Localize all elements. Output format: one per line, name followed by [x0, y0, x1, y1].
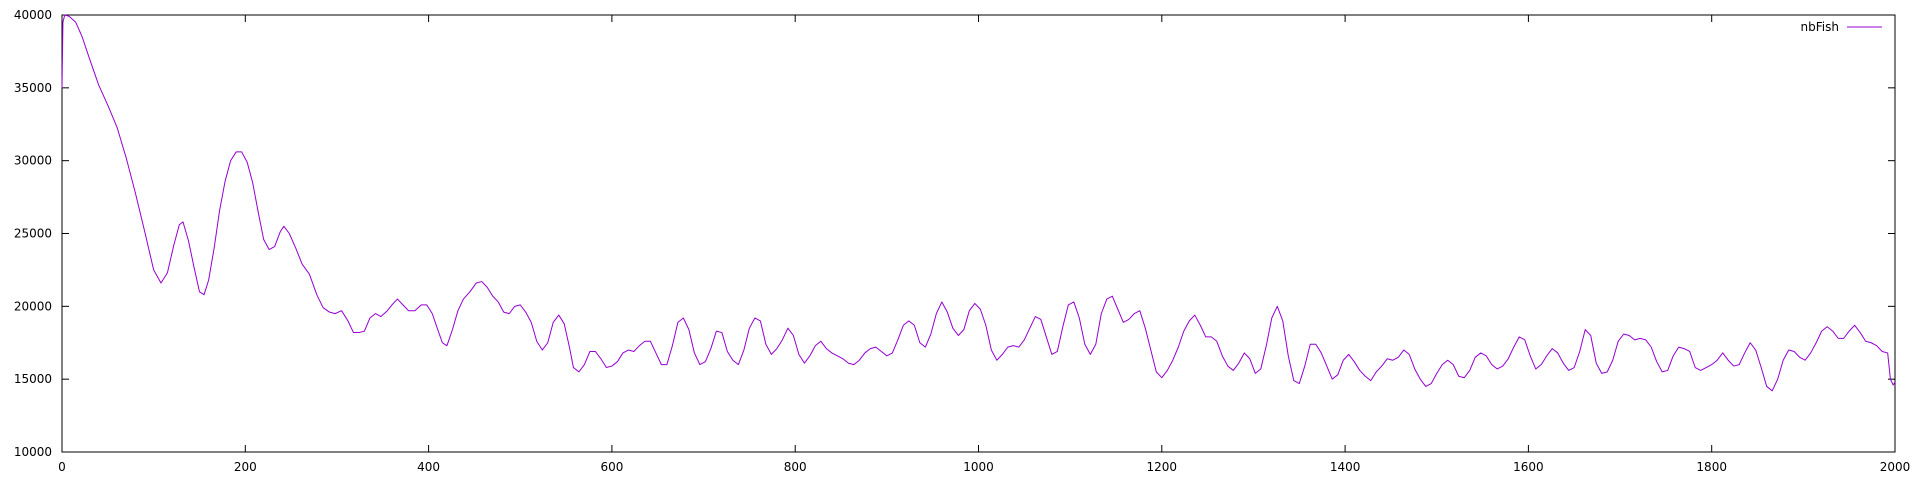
x-tick-label: 600 — [600, 460, 623, 474]
y-tick-label: 35000 — [14, 81, 52, 95]
x-tick-label: 400 — [417, 460, 440, 474]
x-tick-label: 200 — [234, 460, 257, 474]
legend-label-nbfish: nbFish — [1801, 20, 1839, 34]
y-tick-label: 40000 — [14, 8, 52, 22]
y-tick-label: 10000 — [14, 445, 52, 459]
x-tick-label: 2000 — [1880, 460, 1911, 474]
y-tick-label: 30000 — [14, 154, 52, 168]
y-tick-label: 20000 — [14, 299, 52, 313]
x-tick-label: 800 — [784, 460, 807, 474]
x-tick-label: 1600 — [1513, 460, 1544, 474]
x-axis-ticks: 0 200 400 600 800 1000 1200 1400 1600 1800 2000 — [58, 15, 1910, 474]
legend: nbFish — [1801, 20, 1882, 34]
y-axis-ticks: 10000 15000 20000 25000 30000 35000 40000 — [14, 8, 1895, 459]
series-line-nbfish — [61, 14, 1896, 392]
x-tick-label: 1000 — [963, 460, 994, 474]
y-tick-label: 25000 — [14, 227, 52, 241]
x-tick-label: 0 — [58, 460, 66, 474]
x-tick-label: 1400 — [1330, 460, 1361, 474]
plot-frame — [61, 14, 1896, 453]
x-tick-label: 1800 — [1696, 460, 1727, 474]
y-tick-label: 15000 — [14, 372, 52, 386]
series-layer — [61, 14, 1896, 392]
x-tick-label: 1200 — [1147, 460, 1178, 474]
